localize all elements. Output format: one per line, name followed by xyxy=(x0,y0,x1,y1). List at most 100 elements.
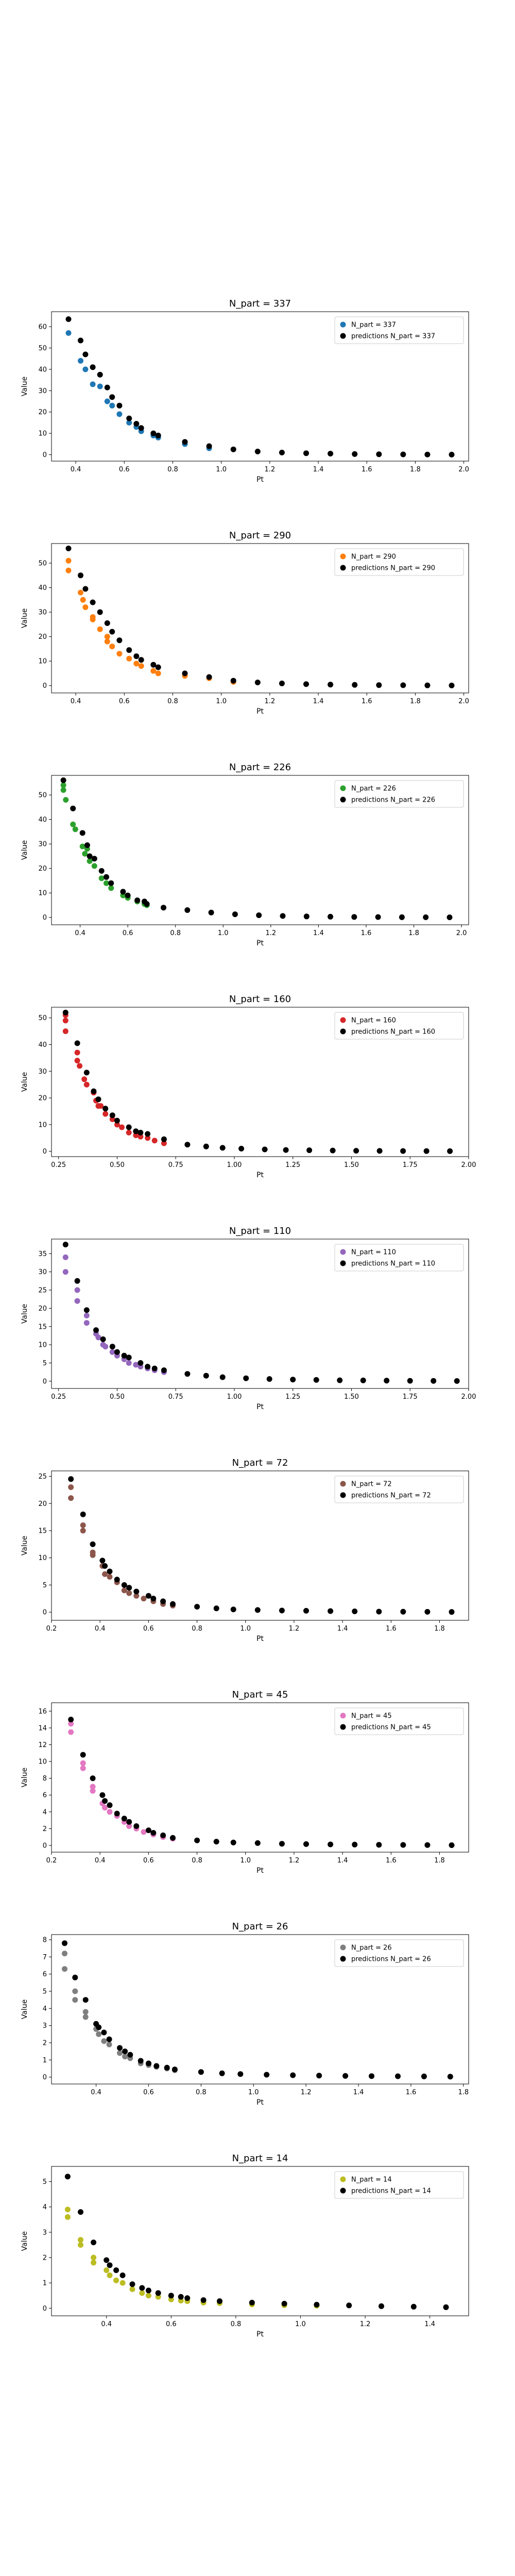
data-point xyxy=(133,1588,140,1595)
data-point xyxy=(133,660,140,667)
x-tick-label: 1.75 xyxy=(403,1393,418,1401)
x-tick-label: 1.00 xyxy=(227,1393,242,1401)
legend-marker xyxy=(340,785,346,791)
x-tick-label: 1.6 xyxy=(362,698,372,705)
data-point xyxy=(352,1608,358,1615)
y-tick-label: 30 xyxy=(38,1068,47,1076)
data-point xyxy=(104,638,110,645)
legend-entry: predictions N_part = 337 xyxy=(351,333,435,341)
data-point xyxy=(150,430,157,436)
y-tick-label: 15 xyxy=(38,1323,47,1331)
data-point xyxy=(107,1574,113,1580)
y-axis-label: Value xyxy=(21,1768,29,1787)
data-point xyxy=(121,1582,127,1588)
x-tick-label: 1.0 xyxy=(248,2089,259,2096)
data-point xyxy=(116,402,123,409)
data-point xyxy=(104,384,110,391)
data-point xyxy=(80,1752,86,1758)
legend-marker xyxy=(340,1481,346,1487)
data-point xyxy=(138,2058,144,2064)
x-tick-label: 2.0 xyxy=(456,929,467,937)
data-point xyxy=(83,1320,90,1326)
data-point xyxy=(328,451,334,456)
y-tick-label: 20 xyxy=(38,1500,47,1508)
data-point xyxy=(407,1378,413,1384)
data-point xyxy=(68,1476,74,1482)
data-point xyxy=(400,1608,406,1615)
x-tick-label: 0.75 xyxy=(168,1161,183,1169)
data-point xyxy=(303,1841,309,1847)
x-tick-label: 1.2 xyxy=(289,1857,300,1865)
data-point xyxy=(119,2272,126,2278)
data-point xyxy=(161,1367,167,1374)
y-tick-label: 40 xyxy=(38,584,47,592)
data-point xyxy=(254,1607,261,1613)
data-point xyxy=(256,912,262,918)
data-point xyxy=(64,2214,71,2220)
data-point xyxy=(219,2070,225,2076)
data-point xyxy=(65,546,72,551)
data-point xyxy=(104,398,110,404)
legend-box xyxy=(334,1476,464,1503)
data-point xyxy=(65,567,72,573)
data-point xyxy=(161,905,166,911)
data-point xyxy=(254,1840,261,1846)
x-tick-label: 0.4 xyxy=(101,2320,112,2328)
data-point xyxy=(138,663,144,669)
data-point xyxy=(155,664,161,670)
data-point xyxy=(74,1298,80,1304)
x-tick-label: 2.0 xyxy=(458,466,469,473)
data-point xyxy=(62,1009,68,1015)
legend-marker xyxy=(340,553,346,560)
data-point xyxy=(126,415,132,421)
data-point xyxy=(104,2267,110,2273)
data-point xyxy=(150,668,157,674)
x-tick-label: 1.2 xyxy=(360,2320,371,2328)
data-point xyxy=(114,1122,120,1128)
legend-marker xyxy=(340,1492,346,1498)
x-tick-label: 1.2 xyxy=(264,698,275,705)
data-point xyxy=(198,2069,204,2075)
chart-title: N_part = 160 xyxy=(229,994,291,1005)
data-point xyxy=(126,1823,132,1829)
x-tick-label: 1.0 xyxy=(216,466,227,473)
y-tick-label: 30 xyxy=(38,1268,47,1276)
data-point xyxy=(352,682,358,688)
data-point xyxy=(77,1063,83,1069)
data-point xyxy=(168,2293,174,2299)
x-tick-label: 0.6 xyxy=(119,698,130,705)
x-tick-label: 0.8 xyxy=(196,2089,207,2096)
legend-entry: N_part = 14 xyxy=(351,2176,392,2184)
data-point xyxy=(90,1552,96,1558)
data-point xyxy=(449,451,455,457)
y-tick-label: 3 xyxy=(43,2022,47,2030)
y-tick-label: 0 xyxy=(43,1609,47,1617)
legend: N_part = 226 predictions N_part = 226 xyxy=(334,780,464,808)
data-point xyxy=(230,446,236,452)
data-point xyxy=(126,1590,132,1596)
data-point xyxy=(281,2300,287,2307)
data-point xyxy=(90,1784,96,1790)
chart-panel-7: N_part = 26 0.4 0.6 0.8 1.0 1.2 1.4 1.6 1.8 0 1 2 3 4… xyxy=(21,1921,469,2107)
data-point xyxy=(87,858,93,864)
series-1 xyxy=(68,1717,455,1848)
series-0 xyxy=(68,1721,176,1842)
data-point xyxy=(423,1148,430,1154)
x-tick-label: 1.0 xyxy=(295,2320,306,2328)
y-tick-label: 5 xyxy=(43,2178,47,2186)
data-point xyxy=(395,2073,401,2079)
data-point xyxy=(423,914,429,920)
x-tick-label: 1.0 xyxy=(240,1625,251,1633)
data-point xyxy=(303,913,310,920)
data-point xyxy=(230,1839,236,1845)
data-point xyxy=(213,1605,219,1612)
data-point xyxy=(266,1376,272,1382)
data-point xyxy=(99,1792,106,1798)
data-point xyxy=(62,1018,68,1024)
legend: N_part = 45 predictions N_part = 45 xyxy=(334,1707,464,1735)
chart-panel-3: N_part = 160 0.25 0.50 0.75 1.00 1.25 1.50 1.75… xyxy=(21,994,476,1179)
data-point xyxy=(303,681,309,687)
data-point xyxy=(126,647,132,653)
data-point xyxy=(249,2299,255,2306)
y-tick-label: 5 xyxy=(43,1582,47,1589)
